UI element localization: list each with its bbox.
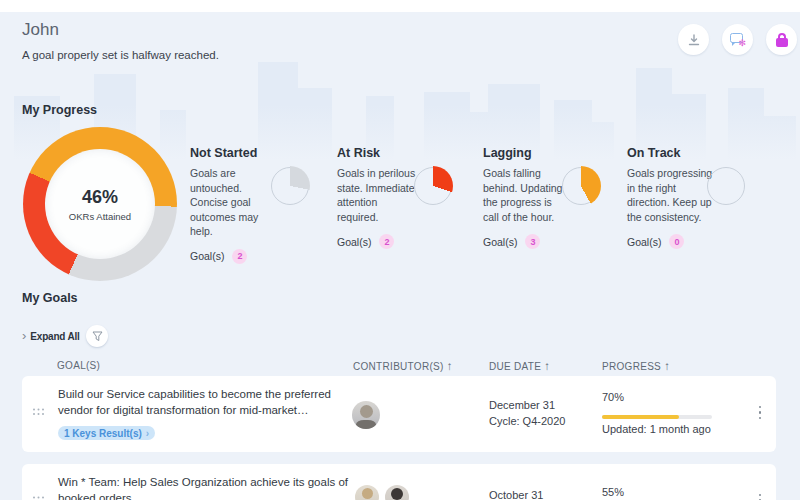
category-not-started: Not Started Goals are untouched. Concise… (190, 146, 266, 264)
feedback-button[interactable]: ✻ (722, 24, 753, 55)
goals-label: Goal(s) (190, 250, 224, 262)
sort-arrow-icon: ↑ (544, 360, 550, 372)
category-pie-chart (414, 167, 452, 205)
filter-icon (92, 331, 103, 342)
header-actions: ✻ (678, 24, 797, 55)
feedback-icon: ✻ (730, 33, 745, 47)
lock-button[interactable] (766, 24, 797, 55)
contributor-avatar[interactable] (352, 401, 380, 429)
okr-percent-caption: OKRs Attained (69, 211, 131, 222)
column-goals: GOAL(S) (57, 360, 100, 371)
user-greeting: John (22, 20, 59, 40)
category-title: Lagging (483, 146, 567, 160)
category-on-track: On Track Goals progressing in the right … (627, 146, 719, 249)
sort-arrow-icon: ↑ (664, 360, 670, 372)
category-description: Goals progressing in the right direction… (627, 166, 719, 224)
progress-percent: 55% (602, 486, 624, 498)
sort-arrow-icon: ↑ (447, 360, 453, 372)
chevron-right-icon: › (22, 329, 26, 342)
my-goals-title: My Goals (22, 291, 78, 305)
goal-count-badge: 0 (669, 234, 684, 249)
column-contributors[interactable]: CONTRIBUTOR(S) ↑ (353, 360, 453, 372)
goal-count-badge: 2 (379, 234, 394, 249)
goal-count-badge: 2 (232, 249, 247, 264)
category-lagging: Lagging Goals falling behind. Updating t… (483, 146, 567, 249)
expand-all-button[interactable]: › Expand All (22, 328, 80, 344)
my-progress-title: My Progress (22, 103, 97, 117)
goals-label: Goal(s) (627, 236, 661, 248)
category-at-risk: At Risk Goals in perilous state. Immedia… (337, 146, 421, 249)
category-title: At Risk (337, 146, 421, 160)
download-button[interactable] (678, 24, 709, 55)
drag-handle-icon[interactable] (32, 495, 46, 500)
contributor-avatar[interactable] (355, 485, 379, 500)
category-pie-chart (562, 167, 600, 205)
goal-count-badge: 3 (525, 234, 540, 249)
updated-label: Updated: 1 month ago (602, 423, 711, 435)
contributor-avatar[interactable] (385, 485, 409, 500)
column-due-date[interactable]: DUE DATE ↑ (489, 360, 550, 372)
row-menu-button[interactable] (755, 494, 765, 500)
goal-title[interactable]: Build our Service capabilities to become… (58, 386, 358, 418)
okr-dashboard: John A goal properly set is halfway reac… (0, 0, 800, 500)
motivational-quote: A goal properly set is halfway reached. (22, 49, 219, 61)
lock-icon (776, 33, 788, 47)
filter-button[interactable] (86, 325, 108, 347)
due-date-cell: October 31 (489, 487, 543, 500)
okr-percent: 46% (82, 187, 118, 208)
top-bar (0, 0, 800, 12)
progress-percent: 70% (602, 391, 624, 403)
category-title: On Track (627, 146, 719, 160)
goal-row[interactable]: Build our Service capabilities to become… (22, 376, 776, 452)
category-description: Goals in perilous state. Immediate atten… (337, 166, 421, 224)
drag-handle-icon[interactable] (32, 407, 46, 417)
column-progress[interactable]: PROGRESS ↑ (602, 360, 670, 372)
goal-title[interactable]: Win * Team: Help Sales Organization achi… (58, 474, 358, 500)
okr-donut-chart: 46% OKRs Attained (23, 127, 177, 281)
goal-row[interactable]: Win * Team: Help Sales Organization achi… (22, 464, 776, 500)
download-icon (687, 33, 701, 47)
keys-result-badge[interactable]: 1 Keys Result(s)› (58, 426, 155, 440)
category-pie-chart (271, 167, 309, 205)
goals-label: Goal(s) (483, 236, 517, 248)
category-description: Goals falling behind. Updating the progr… (483, 166, 567, 224)
category-description: Goals are untouched. Concise goal outcom… (190, 166, 266, 239)
goals-label: Goal(s) (337, 236, 371, 248)
row-menu-button[interactable] (755, 406, 765, 419)
due-date-cell: December 31Cycle: Q4-2020 (489, 397, 565, 429)
chevron-right-icon: › (146, 428, 149, 439)
progress-bar (602, 415, 712, 419)
category-title: Not Started (190, 146, 266, 160)
category-pie-chart (707, 167, 745, 205)
